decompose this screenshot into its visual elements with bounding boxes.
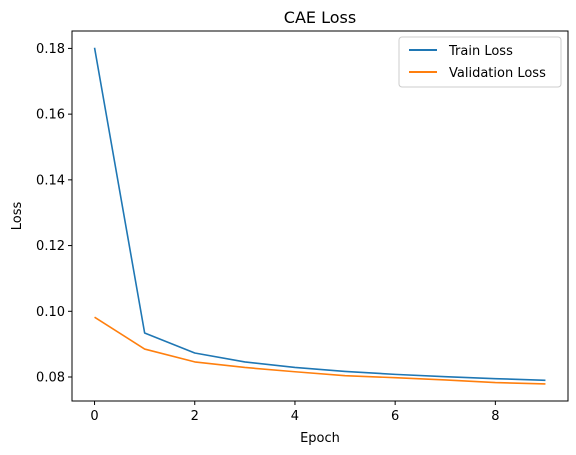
legend-label-train-loss: Train Loss	[448, 44, 513, 59]
y-tick-label: 0.18	[36, 42, 65, 57]
y-tick-label: 0.16	[36, 108, 65, 123]
x-tick-label: 6	[391, 409, 399, 424]
x-axis-label: Epoch	[300, 431, 340, 446]
y-axis-label: Loss	[10, 202, 25, 231]
series-lines	[93, 47, 546, 385]
x-tick-label: 8	[491, 409, 499, 424]
series-line-train-loss	[93, 47, 546, 382]
y-axis-ticks: 0.08 0.10 0.12 0.14 0.16 0.18	[36, 42, 72, 386]
y-tick-label: 0.08	[36, 371, 65, 386]
plot-frame	[71, 30, 569, 402]
series-line-validation-loss	[94, 316, 546, 385]
x-axis-ticks: 0 2 4 6 8	[90, 401, 499, 424]
legend: Train Loss Validation Loss	[398, 36, 562, 88]
x-tick-label: 0	[90, 409, 98, 424]
y-tick-label: 0.12	[36, 239, 65, 254]
legend-label-validation-loss: Validation Loss	[449, 66, 546, 81]
y-tick-label: 0.10	[36, 305, 65, 320]
legend-box	[398, 36, 562, 88]
x-tick-label: 2	[191, 409, 199, 424]
x-tick-label: 4	[291, 409, 299, 424]
y-tick-label: 0.14	[36, 173, 65, 188]
chart-title: CAE Loss	[284, 8, 356, 27]
